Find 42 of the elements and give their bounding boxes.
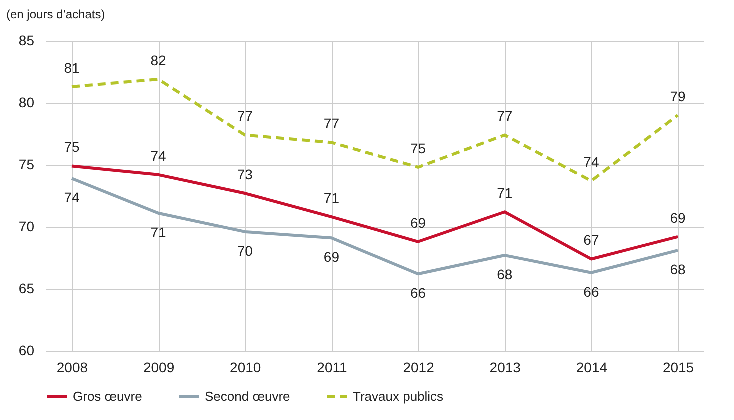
y-tick-label: 85 <box>18 32 35 48</box>
data-label: 75 <box>410 140 426 156</box>
x-tick-label: 2012 <box>403 360 435 376</box>
data-label: 71 <box>150 224 167 240</box>
data-label: 82 <box>150 52 167 68</box>
data-label: 79 <box>670 88 686 104</box>
data-label: 74 <box>64 190 80 206</box>
x-tick-label: 2010 <box>230 360 262 376</box>
data-label: 74 <box>150 148 167 164</box>
legend-label: Gros œuvre <box>73 388 142 404</box>
legend-label: Travaux publics <box>353 388 444 404</box>
data-label: 73 <box>237 166 254 183</box>
data-label: 75 <box>64 139 80 156</box>
y-tick-label: 80 <box>18 94 35 110</box>
data-label: 77 <box>237 108 254 124</box>
data-label: 69 <box>670 210 686 226</box>
legend-label: Second œuvre <box>205 388 290 404</box>
x-tick-label: 2015 <box>662 360 694 376</box>
y-tick-label: 60 <box>18 342 35 358</box>
y-tick-label: 65 <box>18 280 35 296</box>
data-label: 81 <box>64 60 80 76</box>
data-label: 67 <box>584 232 600 248</box>
x-tick-label: 2008 <box>56 360 88 376</box>
data-label: 71 <box>324 190 340 206</box>
y-tick-label: 75 <box>18 156 35 172</box>
data-label: 69 <box>410 214 426 231</box>
data-label: 68 <box>497 266 513 283</box>
data-label: 68 <box>670 262 686 278</box>
data-label: 77 <box>497 108 513 124</box>
y-tick-label: 70 <box>18 218 35 234</box>
data-label: 66 <box>584 284 600 300</box>
x-tick-label: 2014 <box>576 360 608 376</box>
x-tick-label: 2009 <box>143 360 175 376</box>
x-tick-label: 2013 <box>490 360 522 376</box>
data-label: 69 <box>324 249 340 266</box>
data-label: 74 <box>584 154 600 170</box>
data-label: 77 <box>324 116 340 132</box>
data-label: 66 <box>410 285 426 302</box>
x-tick-label: 2011 <box>317 360 348 376</box>
data-label: 71 <box>497 185 513 202</box>
data-label: 70 <box>237 242 254 259</box>
y-axis-title: (en jours d’achats) <box>6 8 106 22</box>
